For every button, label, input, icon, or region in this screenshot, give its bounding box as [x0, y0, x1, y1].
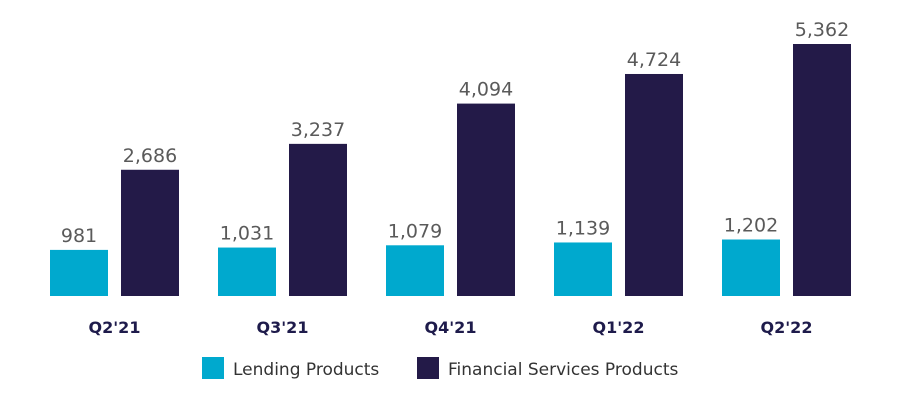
category-label-0: Q2'21 [89, 318, 141, 337]
bar-financial-services-0 [121, 169, 179, 296]
value-label-lending-1: 1,031 [220, 223, 274, 245]
value-labels-layer: 981 2,686 1,031 3,237 1,079 4,094 1,139 4,724 1,… [61, 19, 849, 247]
value-label-lending-0: 981 [61, 225, 97, 247]
value-label-financial-services-1: 3,237 [291, 119, 345, 141]
category-labels-layer: Q2'21 Q3'21 Q4'21 Q1'22 Q2'22 [89, 318, 813, 337]
bar-lending-2 [386, 245, 444, 296]
legend-swatch-lending [202, 357, 224, 379]
bar-lending-1 [218, 247, 276, 296]
legend-label-lending: Lending Products [233, 360, 379, 380]
value-label-financial-services-2: 4,094 [459, 79, 513, 101]
bar-financial-services-2 [457, 103, 515, 297]
legend-swatch-financial-services [417, 357, 439, 379]
bar-lending-0 [50, 249, 108, 296]
value-label-financial-services-0: 2,686 [123, 145, 177, 167]
value-label-lending-3: 1,139 [556, 217, 610, 239]
bar-lending-3 [554, 242, 612, 296]
category-label-3: Q1'22 [593, 318, 645, 337]
category-label-1: Q3'21 [257, 318, 309, 337]
bars-layer [50, 44, 851, 297]
category-label-4: Q2'22 [761, 318, 813, 337]
value-label-lending-2: 1,079 [388, 220, 442, 242]
legend-item-financial-services: Financial Services Products [417, 357, 678, 380]
bar-lending-4 [722, 239, 780, 296]
value-label-lending-4: 1,202 [724, 215, 778, 237]
bar-financial-services-3 [625, 73, 683, 296]
category-label-2: Q4'21 [425, 318, 477, 337]
value-label-financial-services-4: 5,362 [795, 19, 849, 41]
bar-financial-services-4 [793, 44, 851, 296]
legend-label-financial-services: Financial Services Products [448, 360, 678, 380]
bar-financial-services-1 [289, 143, 347, 296]
legend: Lending Products Financial Services Prod… [202, 357, 678, 380]
value-label-financial-services-3: 4,724 [627, 49, 681, 71]
legend-item-lending: Lending Products [202, 357, 379, 380]
